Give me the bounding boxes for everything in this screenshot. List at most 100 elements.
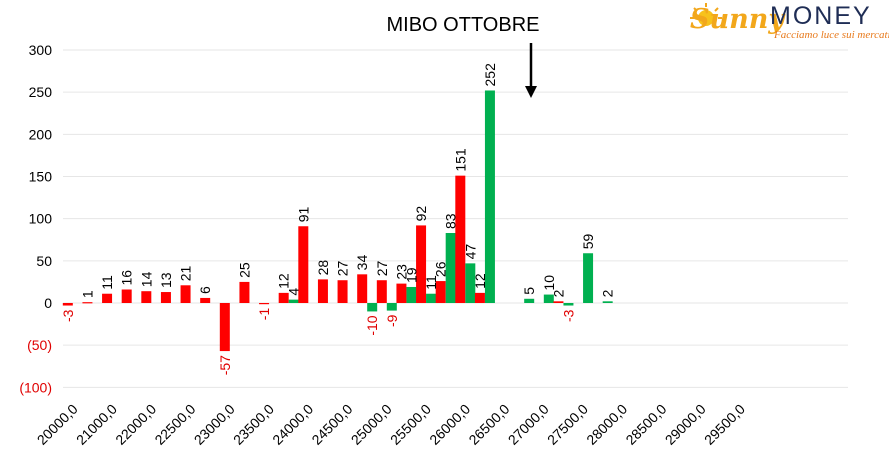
data-label: 16 [119,270,135,286]
x-tick-label: 22500,0 [151,401,198,448]
data-label: 34 [354,255,370,271]
data-label: 12 [276,273,292,289]
bar-series-1 [200,297,211,303]
data-label: 19 [403,267,419,283]
data-label: 12 [472,273,488,289]
sunny-money-logo: Sunny MONEY Facciamo luce sui mercati [690,2,889,41]
logo-brand-first: Sunny [690,4,786,35]
x-tick-label: 25500,0 [387,401,434,448]
bar-series-1 [553,301,564,303]
annotation-arrow [525,43,537,98]
y-tick-label: 250 [29,84,53,100]
bar-series-1 [396,283,407,303]
data-label: -57 [217,355,233,375]
bar-series-1 [259,303,270,305]
bar-series-1 [180,285,191,303]
y-tick-label: (100) [19,379,52,395]
bar-series-1 [121,289,132,303]
data-label: 13 [158,272,174,288]
bar-series-2 [563,303,574,306]
x-tick-label: 28000,0 [583,401,630,448]
bar-series-1 [474,292,485,303]
bar-series-1 [416,225,427,303]
bar-series-1 [239,281,250,303]
data-label: 2 [600,289,616,297]
bar-series-1 [317,279,328,303]
data-label: 11 [99,275,115,290]
y-tick-label: 100 [29,211,53,227]
y-tick-label: 200 [29,126,53,142]
data-label: 26 [433,261,449,277]
x-tick-label: 26000,0 [426,401,473,448]
data-label: 1 [79,290,95,298]
bar-series-2 [484,90,495,303]
y-tick-label: 300 [29,42,53,58]
x-tick-label: 23500,0 [230,401,277,448]
x-tick-label: 20000,0 [34,401,81,448]
data-label: 59 [580,233,596,249]
bar-series-1 [62,303,73,306]
data-label: 6 [197,286,213,294]
bar-series-2 [524,298,535,303]
data-label: 10 [541,275,557,291]
data-label: 4 [286,288,302,296]
bar-series-1 [160,292,171,303]
x-tick-label: 28500,0 [622,401,669,448]
bar-series-1 [435,281,446,303]
logo-brand-second: MONEY [770,2,872,30]
bar-series-1 [357,274,368,303]
annotation-title: MIBO OTTOBRE [387,14,540,36]
data-label: 14 [138,271,154,287]
bar-series-2 [583,253,594,303]
x-tick-label: 21000,0 [73,401,120,448]
data-label: -10 [364,315,380,335]
data-label: 23 [393,264,409,280]
data-label: 27 [374,260,390,276]
data-label: 28 [315,260,331,276]
data-label: 21 [178,266,194,282]
data-label: 11 [423,275,439,290]
y-tick-label: 50 [36,253,52,269]
data-label: 252 [482,63,498,87]
x-tick-label: 22000,0 [112,401,159,448]
bar-series-2 [602,301,613,303]
bar-series-1 [141,291,152,303]
data-label: -3 [60,309,76,322]
data-label: 91 [295,206,311,222]
bar-series-2 [445,233,456,303]
bar-series-2 [367,303,378,312]
y-tick-label: 0 [44,295,52,311]
x-tick-label: 26500,0 [465,401,512,448]
x-tick-label: 27000,0 [505,401,552,448]
bar-series-1 [376,280,387,303]
bar-series-2 [386,303,397,311]
bar-series-2 [288,299,299,303]
x-tick-label: 29500,0 [701,401,748,448]
data-label: -3 [560,309,576,322]
x-tick-label: 23000,0 [191,401,238,448]
data-label: 92 [413,206,429,222]
x-tick-label: 29000,0 [662,401,709,448]
logo-tagline: Facciamo luce sui mercati [773,29,889,41]
data-label: 83 [443,213,459,229]
bar-series-1 [82,302,93,304]
bar-series-2 [426,293,437,303]
data-label: -1 [256,308,272,321]
bar-series-2 [543,294,554,303]
y-axis: 300 250 200 150 100 50 0 (50) (100) [19,42,52,395]
bars [62,90,613,352]
x-tick-label: 25000,0 [348,401,395,448]
data-label: 25 [236,262,252,278]
y-tick-label: 150 [29,169,53,185]
bar-series-1 [337,280,348,303]
data-label: 5 [521,287,537,295]
bar-series-1 [278,292,289,303]
bar-series-1 [102,293,113,303]
data-label: 27 [335,260,351,276]
y-tick-label: (50) [27,337,52,353]
bar-series-1 [219,303,230,352]
sun-icon [690,3,722,26]
bar-series-2 [406,286,417,303]
